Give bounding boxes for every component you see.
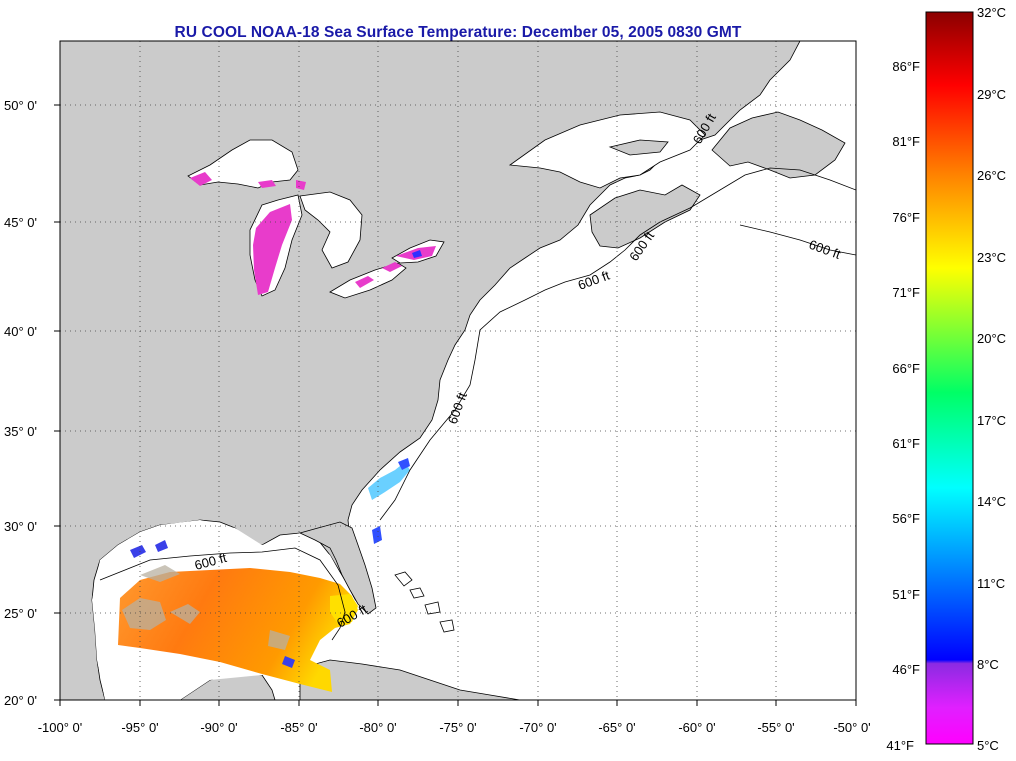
lon-tick-label: -65° 0' [598, 720, 635, 735]
lon-tick-label: -100° 0' [38, 720, 83, 735]
colorbar-celsius-labels: 32°C 29°C 26°C 23°C 20°C 17°C 14°C 11°C … [977, 5, 1006, 753]
sst-swath-gulf [118, 568, 358, 692]
sst-east-coast-blue [372, 458, 410, 544]
lon-tick-label: -50° 0' [833, 720, 870, 735]
lon-tick-label: -55° 0' [757, 720, 794, 735]
sst-cool-patches [122, 565, 290, 650]
lat-tick-label: 20° 0' [4, 693, 37, 708]
lake-superior-sst [190, 172, 306, 190]
fahrenheit-label: 86°F [892, 59, 920, 74]
gulf-st-lawrence [508, 111, 706, 189]
lat-tick-label: 50° 0' [4, 98, 37, 113]
celsius-label: 11°C [977, 576, 1005, 591]
map-area[interactable]: 600 ft 600 ft 600 ft 600 ft 600 ft 600 f… [60, 41, 856, 700]
map-title: RU COOL NOAA-18 Sea Surface Temperature:… [174, 24, 742, 41]
lake-erie-sst [355, 262, 402, 288]
fahrenheit-label: 71°F [892, 285, 920, 300]
lon-tick-label: -95° 0' [121, 720, 158, 735]
lat-tick-label: 40° 0' [4, 324, 37, 339]
isobath-600ft [99, 167, 856, 641]
sst-east-coast [368, 462, 410, 500]
colorbar-gradient [925, 11, 974, 745]
axis-ticks [54, 104, 857, 706]
lon-tick-label: -80° 0' [359, 720, 396, 735]
lat-tick-label: 45° 0' [4, 215, 37, 230]
fahrenheit-label: 76°F [892, 210, 920, 225]
lat-tick-labels: 20° 0' 25° 0' 30° 0' 35° 0' 40° 0' 45° 0… [4, 98, 37, 708]
colorbar-fahrenheit-labels: 86°F 81°F 76°F 71°F 66°F 61°F 56°F 51°F … [886, 59, 920, 753]
fahrenheit-label: 51°F [892, 587, 920, 602]
lake-huron [299, 191, 363, 269]
fahrenheit-label: 66°F [892, 361, 920, 376]
celsius-label: 8°C [977, 657, 999, 672]
celsius-label: 26°C [977, 168, 1006, 183]
lon-tick-label: -70° 0' [519, 720, 556, 735]
celsius-label: 14°C [977, 494, 1006, 509]
celsius-label: 29°C [977, 87, 1006, 102]
land-cuba [299, 659, 521, 700]
fahrenheit-label: 61°F [892, 436, 920, 451]
lake-superior [187, 139, 299, 189]
fahrenheit-label: 41°F [886, 738, 914, 753]
isobath-600ft-north [739, 224, 856, 256]
celsius-label: 5°C [977, 738, 999, 753]
lat-tick-label: 25° 0' [4, 606, 37, 621]
lat-tick-label: 30° 0' [4, 519, 37, 534]
lon-tick-labels: -100° 0' -95° 0' -90° 0' -85° 0' -80° 0'… [38, 720, 871, 735]
celsius-label: 23°C [977, 250, 1006, 265]
lat-tick-label: 35° 0' [4, 424, 37, 439]
lon-tick-label: -90° 0' [200, 720, 237, 735]
land-newfoundland [711, 111, 846, 179]
fahrenheit-label: 81°F [892, 134, 920, 149]
bahamas [394, 571, 455, 633]
fahrenheit-label: 56°F [892, 511, 920, 526]
lake-ontario-sst-cold [412, 250, 422, 258]
celsius-label: 32°C [977, 5, 1006, 20]
land-florida [298, 521, 377, 615]
lon-tick-label: -60° 0' [678, 720, 715, 735]
lake-michigan-sst [253, 204, 292, 295]
celsius-label: 20°C [977, 331, 1006, 346]
celsius-label: 17°C [977, 413, 1006, 428]
lon-tick-label: -85° 0' [280, 720, 317, 735]
colorbar: 32°C 29°C 26°C 23°C 20°C 17°C 14°C 11°C … [886, 5, 1006, 753]
land-nova-scotia [589, 184, 701, 249]
fahrenheit-label: 46°F [892, 662, 920, 677]
land-anticosti [608, 139, 669, 156]
lon-tick-label: -75° 0' [439, 720, 476, 735]
